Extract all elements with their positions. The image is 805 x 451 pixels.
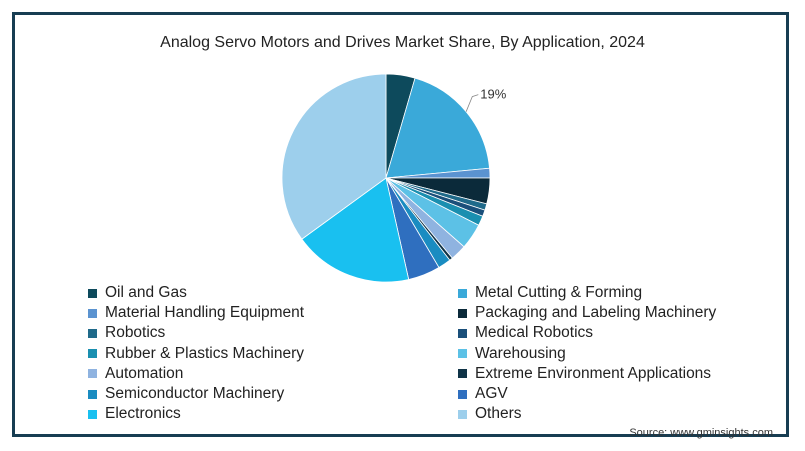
legend-label: Semiconductor Machinery — [105, 385, 285, 403]
data-label-1: 19% — [480, 87, 506, 102]
legend-swatch — [458, 349, 467, 359]
legend-label: Packaging and Labeling Machinery — [475, 304, 717, 322]
legend-swatch — [88, 288, 97, 298]
data-label-leader-1 — [465, 94, 479, 112]
legend-label: Electronics — [105, 405, 181, 423]
legend-label: Robotics — [105, 324, 166, 342]
legend-item-13: Others — [458, 404, 728, 424]
legend-item-4: Robotics — [88, 323, 458, 343]
legend-item-0: Oil and Gas — [88, 283, 458, 303]
legend-label: Extreme Environment Applications — [475, 364, 712, 382]
legend-label: Material Handling Equipment — [105, 304, 305, 322]
legend-label: Oil and Gas — [105, 284, 187, 302]
legend-item-6: Rubber & Plastics Machinery — [88, 344, 458, 364]
legend-label: Warehousing — [475, 344, 566, 362]
legend-label: Medical Robotics — [475, 324, 594, 342]
legend-swatch — [458, 328, 467, 338]
legend-item-8: Automation — [88, 364, 458, 384]
chart-title: Analog Servo Motors and Drives Market Sh… — [160, 34, 645, 51]
legend-swatch — [458, 389, 467, 399]
source-note: Source: www.gminsights.com — [629, 427, 773, 439]
pie-slice-13 — [281, 73, 387, 240]
legend-item-11: AGV — [458, 384, 728, 404]
legend-swatch — [88, 389, 97, 399]
legend-swatch — [458, 369, 467, 379]
legend-label: AGV — [475, 385, 508, 403]
legend-swatch — [458, 308, 467, 318]
pie-slice-1 — [385, 77, 490, 179]
legend-label: Metal Cutting & Forming — [475, 284, 643, 302]
legend-item-3: Packaging and Labeling Machinery — [458, 303, 728, 323]
legend-label: Automation — [105, 364, 184, 382]
legend-swatch — [88, 409, 97, 419]
legend-swatch — [88, 369, 97, 379]
legend-swatch — [458, 409, 467, 419]
legend-swatch — [88, 308, 97, 318]
legend-item-12: Electronics — [88, 404, 458, 424]
legend-swatch — [458, 288, 467, 298]
legend-swatch — [88, 328, 97, 338]
legend-item-5: Medical Robotics — [458, 323, 728, 343]
legend-item-10: Semiconductor Machinery — [88, 384, 458, 404]
legend-item-9: Extreme Environment Applications — [458, 364, 728, 384]
legend-item-2: Material Handling Equipment — [88, 303, 458, 323]
legend-item-1: Metal Cutting & Forming — [458, 283, 728, 303]
legend-swatch — [88, 349, 97, 359]
legend: Oil and Gas Metal Cutting & Forming Materi… — [88, 283, 728, 424]
legend-label: Others — [475, 405, 522, 423]
pie-slice-12 — [301, 177, 410, 283]
legend-label: Rubber & Plastics Machinery — [105, 344, 304, 362]
legend-item-7: Warehousing — [458, 344, 728, 364]
